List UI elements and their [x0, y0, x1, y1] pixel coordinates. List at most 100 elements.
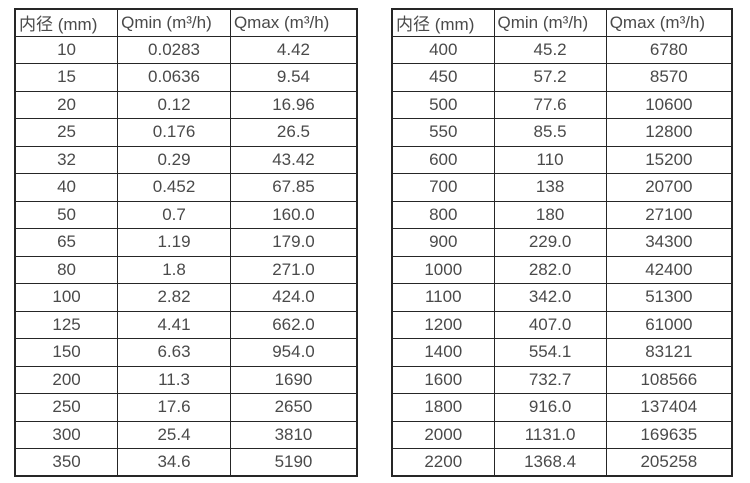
table-cell: 342.0	[493, 283, 607, 312]
table-cell: 2.82	[117, 283, 231, 312]
table-cell: 700	[391, 173, 495, 202]
table-cell: 10	[14, 35, 119, 64]
table-cell: 954.0	[229, 338, 358, 367]
table-cell: 15	[14, 63, 119, 92]
col-header-qmin: Qmin (m³/h)	[493, 8, 607, 37]
table-cell: 1.19	[117, 228, 231, 257]
table-cell: 2000	[391, 420, 495, 449]
table-cell: 732.7	[493, 365, 607, 394]
table-cell: 6780	[605, 35, 733, 64]
table-row: 500 77.6 10600	[391, 90, 733, 119]
table-cell: 282.0	[493, 255, 607, 284]
table-cell: 350	[14, 448, 119, 477]
table-cell: 43.42	[229, 145, 358, 174]
table-cell: 0.452	[117, 173, 231, 202]
table-row: 125 4.41 662.0	[14, 310, 358, 339]
table-cell: 85.5	[493, 118, 607, 147]
table-cell: 65	[14, 228, 119, 257]
table-cell: 110	[493, 145, 607, 174]
table-cell: 407.0	[493, 310, 607, 339]
table-row: 400 45.2 6780	[391, 35, 733, 64]
table-cell: 600	[391, 145, 495, 174]
table-cell: 179.0	[229, 228, 358, 257]
table-cell: 51300	[605, 283, 733, 312]
table-cell: 160.0	[229, 200, 358, 229]
table-cell: 26.5	[229, 118, 358, 147]
table-cell: 20700	[605, 173, 733, 202]
table-row: 20 0.12 16.96	[14, 90, 358, 119]
table-cell: 1100	[391, 283, 495, 312]
table-cell: 500	[391, 90, 495, 119]
table-cell: 205258	[605, 448, 733, 477]
table-cell: 138	[493, 173, 607, 202]
header-row: 内径 (mm) Qmin (m³/h) Qmax (m³/h)	[14, 8, 358, 37]
flow-rate-table-large-diameters: 内径 (mm) Qmin (m³/h) Qmax (m³/h) 400 45.2 6…	[391, 8, 733, 477]
table-row: 1800 916.0 137404	[391, 393, 733, 422]
table-cell: 10600	[605, 90, 733, 119]
table-cell: 0.0283	[117, 35, 231, 64]
table-row: 450 57.2 8570	[391, 63, 733, 92]
table-row: 350 34.6 5190	[14, 448, 358, 477]
table-cell: 11.3	[117, 365, 231, 394]
table-cell: 17.6	[117, 393, 231, 422]
table-cell: 0.29	[117, 145, 231, 174]
table-row: 50 0.7 160.0	[14, 200, 358, 229]
table-body-large-diameters: 400 45.2 6780 450 57.2 8570 500 77.6 10600 550 85.…	[391, 35, 733, 477]
table-cell: 34300	[605, 228, 733, 257]
table-row: 1200 407.0 61000	[391, 310, 733, 339]
table-row: 1600 732.7 108566	[391, 365, 733, 394]
table-cell: 424.0	[229, 283, 358, 312]
table-cell: 271.0	[229, 255, 358, 284]
table-row: 2200 1368.4 205258	[391, 448, 733, 477]
table-row: 65 1.19 179.0	[14, 228, 358, 257]
col-header-diameter: 内径 (mm)	[391, 8, 495, 37]
table-cell: 229.0	[493, 228, 607, 257]
table-row: 1400 554.1 83121	[391, 338, 733, 367]
table-cell: 77.6	[493, 90, 607, 119]
table-cell: 550	[391, 118, 495, 147]
header-row: 内径 (mm) Qmin (m³/h) Qmax (m³/h)	[391, 8, 733, 37]
flow-rate-table-small-diameters: 内径 (mm) Qmin (m³/h) Qmax (m³/h) 10 0.0283…	[14, 8, 358, 477]
table-cell: 57.2	[493, 63, 607, 92]
table-cell: 80	[14, 255, 119, 284]
table-row: 200 11.3 1690	[14, 365, 358, 394]
table-cell: 0.7	[117, 200, 231, 229]
table-row: 40 0.452 67.85	[14, 173, 358, 202]
table-row: 2000 1131.0 169635	[391, 420, 733, 449]
table-cell: 25.4	[117, 420, 231, 449]
table-row: 900 229.0 34300	[391, 228, 733, 257]
table-cell: 83121	[605, 338, 733, 367]
table-row: 10 0.0283 4.42	[14, 35, 358, 64]
table-cell: 108566	[605, 365, 733, 394]
table-row: 250 17.6 2650	[14, 393, 358, 422]
table-row: 25 0.176 26.5	[14, 118, 358, 147]
table-cell: 0.0636	[117, 63, 231, 92]
table-cell: 250	[14, 393, 119, 422]
table-cell: 61000	[605, 310, 733, 339]
table-cell: 0.12	[117, 90, 231, 119]
table-cell: 0.176	[117, 118, 231, 147]
table-cell: 100	[14, 283, 119, 312]
table-row: 1000 282.0 42400	[391, 255, 733, 284]
table-cell: 15200	[605, 145, 733, 174]
table-cell: 662.0	[229, 310, 358, 339]
col-header-qmin: Qmin (m³/h)	[117, 8, 231, 37]
table-cell: 12800	[605, 118, 733, 147]
table-cell: 554.1	[493, 338, 607, 367]
table-cell: 169635	[605, 420, 733, 449]
table-cell: 3810	[229, 420, 358, 449]
table-row: 600 110 15200	[391, 145, 733, 174]
table-row: 550 85.5 12800	[391, 118, 733, 147]
table-cell: 1.8	[117, 255, 231, 284]
table-cell: 5190	[229, 448, 358, 477]
table-cell: 800	[391, 200, 495, 229]
table-cell: 67.85	[229, 173, 358, 202]
table-cell: 27100	[605, 200, 733, 229]
table-row: 700 138 20700	[391, 173, 733, 202]
table-row: 15 0.0636 9.54	[14, 63, 358, 92]
col-header-qmax: Qmax (m³/h)	[229, 8, 358, 37]
table-cell: 1800	[391, 393, 495, 422]
table-cell: 34.6	[117, 448, 231, 477]
table-cell: 50	[14, 200, 119, 229]
